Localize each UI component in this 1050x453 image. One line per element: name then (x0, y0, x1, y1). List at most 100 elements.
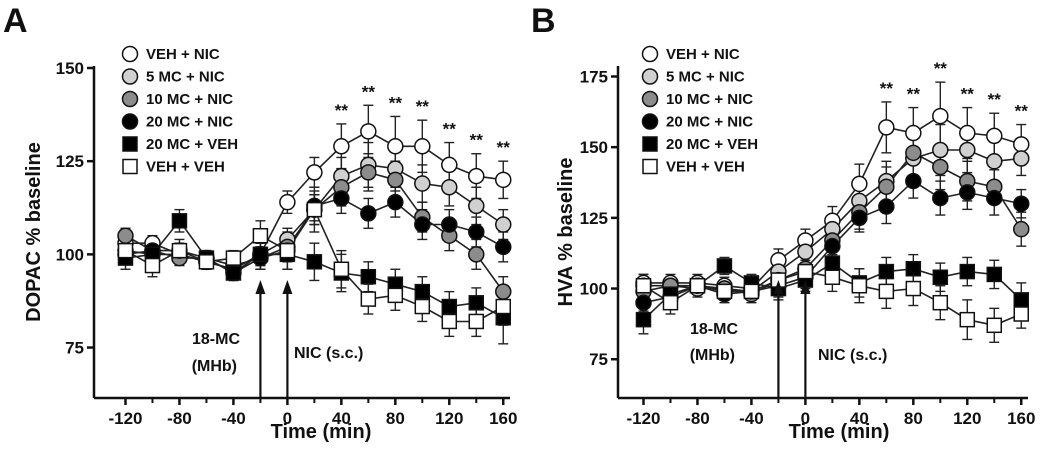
significance-marker: ** (988, 90, 1002, 109)
significance-marker: ** (470, 131, 484, 150)
data-point (468, 246, 485, 263)
arrow-label: 18-MC (690, 321, 738, 338)
data-point (878, 119, 895, 136)
panel-letter: B (531, 2, 556, 40)
data-point (252, 227, 269, 244)
data-point (932, 158, 949, 176)
y-tick-label: 150 (56, 59, 84, 78)
data-point (824, 255, 841, 271)
legend-label: 20 MC + NIC (666, 114, 753, 131)
y-tick-label: 100 (580, 280, 608, 299)
data-point (905, 144, 922, 162)
data-point (360, 205, 377, 222)
x-tick-label: -120 (108, 409, 142, 428)
data-point (851, 277, 868, 294)
data-point (716, 258, 733, 274)
x-tick-label: -120 (626, 409, 660, 428)
data-point (635, 294, 652, 311)
data-point (1013, 136, 1030, 153)
data-point (333, 190, 350, 207)
data-point (333, 138, 350, 155)
arrow-label: 18-MC (192, 331, 240, 348)
data-point (279, 242, 296, 259)
data-point (851, 175, 868, 193)
data-point (635, 311, 652, 328)
data-point (1013, 292, 1030, 308)
data-point (333, 261, 350, 278)
arrow-label: (MHb) (192, 358, 237, 375)
arrow-head (800, 280, 811, 294)
data-point (414, 283, 431, 300)
data-point (959, 311, 976, 328)
data-point (689, 277, 706, 294)
data-point (414, 175, 431, 192)
data-point (986, 266, 1003, 283)
data-point (932, 189, 949, 207)
legend-marker (122, 136, 138, 152)
data-point (986, 317, 1003, 334)
data-point (144, 257, 161, 274)
x-tick-label: -80 (167, 409, 192, 428)
significance-marker: ** (961, 85, 975, 104)
significance-marker: ** (497, 138, 511, 157)
significance-marker: ** (335, 101, 349, 120)
data-point (360, 123, 377, 140)
data-point (171, 242, 188, 259)
x-tick-label: -40 (739, 409, 764, 428)
x-axis-title: Time (min) (271, 421, 372, 443)
y-tick-label: 75 (589, 350, 608, 369)
data-point (441, 179, 458, 196)
significance-marker: ** (362, 82, 376, 101)
data-point (387, 193, 404, 211)
y-axis-title: DOPAC % baseline (23, 142, 45, 322)
legend-label: 20 MC + VEH (666, 136, 758, 153)
x-tick-label: 160 (489, 409, 517, 428)
legend-label: 10 MC + NIC (146, 91, 233, 108)
data-point (851, 209, 868, 227)
x-tick-label: 40 (850, 409, 869, 428)
x-tick-label: 120 (953, 409, 981, 428)
data-point (225, 265, 242, 281)
data-point (824, 269, 841, 285)
data-point (441, 156, 458, 174)
significance-marker: ** (443, 120, 457, 139)
data-point (387, 287, 404, 304)
data-point (468, 197, 485, 215)
x-tick-label: 80 (386, 409, 405, 428)
x-tick-label: 0 (801, 409, 810, 428)
data-point (878, 198, 895, 215)
data-point (468, 167, 485, 185)
legend-marker (642, 136, 658, 152)
x-tick-label: 40 (332, 409, 351, 428)
data-point (171, 213, 188, 229)
data-point (441, 216, 458, 233)
legend-marker (641, 68, 659, 85)
data-point (635, 277, 652, 294)
significance-marker: ** (934, 59, 948, 78)
data-point (797, 263, 814, 280)
data-point (824, 237, 841, 255)
arrow-head (282, 280, 293, 294)
data-point (360, 164, 377, 181)
significance-marker: ** (907, 85, 921, 104)
x-tick-label: 0 (283, 409, 292, 428)
data-point (387, 138, 404, 155)
arrow-label: NIC (s.c.) (818, 347, 887, 364)
data-point (306, 254, 323, 270)
legend-marker (121, 113, 139, 130)
y-tick-label: 100 (56, 245, 84, 264)
data-point (252, 246, 269, 263)
data-point (986, 127, 1003, 145)
data-point (225, 250, 242, 266)
data-point (932, 269, 949, 285)
legend-label: 10 MC + NIC (666, 91, 753, 108)
y-tick-label: 75 (65, 339, 84, 358)
data-point (662, 294, 679, 311)
legend-marker (641, 113, 659, 130)
data-point (959, 263, 976, 280)
legend-marker (641, 90, 659, 108)
legend-marker (122, 158, 138, 175)
arrow-label: (MHb) (690, 347, 735, 364)
panel-letter: A (3, 2, 28, 40)
x-tick-label: 80 (904, 409, 923, 428)
